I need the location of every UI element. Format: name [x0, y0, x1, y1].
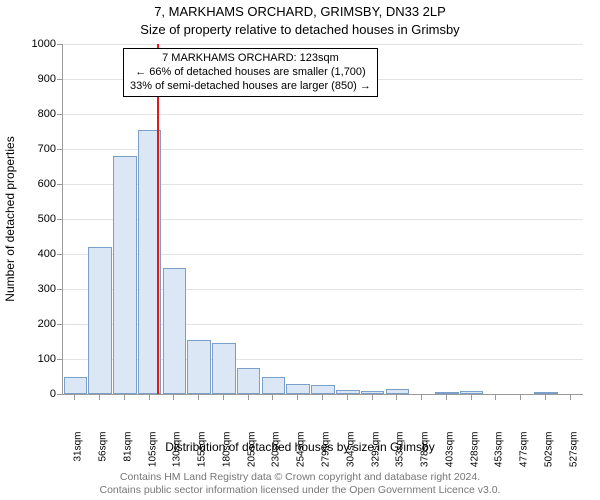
x-tick-mark — [223, 395, 224, 400]
x-tick-mark — [570, 395, 571, 400]
x-tick-mark — [173, 395, 174, 400]
x-tick-mark — [272, 395, 273, 400]
y-tick-label: 300 — [0, 283, 56, 295]
bar — [460, 391, 484, 394]
gridline — [63, 44, 583, 45]
bar — [336, 390, 360, 394]
bar — [237, 368, 261, 394]
x-tick-mark — [99, 395, 100, 400]
x-tick-mark — [495, 395, 496, 400]
y-tick-label: 1000 — [0, 38, 56, 50]
y-tick-label: 200 — [0, 318, 56, 330]
bar — [64, 377, 88, 395]
y-tick-label: 700 — [0, 143, 56, 155]
annotation-box: 7 MARKHAMS ORCHARD: 123sqm ← 66% of deta… — [123, 48, 378, 97]
x-tick-mark — [198, 395, 199, 400]
footer: Contains HM Land Registry data © Crown c… — [0, 471, 600, 498]
chart-container: 7, MARKHAMS ORCHARD, GRIMSBY, DN33 2LP S… — [0, 0, 600, 500]
plot-area: 7 MARKHAMS ORCHARD: 123sqm ← 66% of deta… — [62, 44, 583, 395]
bar — [534, 392, 558, 394]
x-tick-mark — [446, 395, 447, 400]
annotation-line: 33% of semi-detached houses are larger (… — [130, 80, 371, 94]
y-tick-label: 0 — [0, 388, 56, 400]
x-tick-mark — [248, 395, 249, 400]
x-tick-mark — [520, 395, 521, 400]
bar — [386, 389, 410, 394]
y-tick-label: 400 — [0, 248, 56, 260]
x-tick-mark — [124, 395, 125, 400]
x-tick-mark — [471, 395, 472, 400]
x-tick-mark — [545, 395, 546, 400]
footer-line: Contains public sector information licen… — [0, 484, 600, 498]
bar — [311, 385, 335, 394]
y-tick-label: 600 — [0, 178, 56, 190]
y-tick-label: 800 — [0, 108, 56, 120]
bar — [187, 340, 211, 394]
bar — [262, 377, 286, 395]
bar — [286, 384, 310, 395]
bar — [88, 247, 112, 394]
y-tick-label: 900 — [0, 73, 56, 85]
bar — [361, 391, 385, 395]
gridline — [63, 114, 583, 115]
annotation-line: ← 66% of detached houses are smaller (1,… — [130, 66, 371, 80]
x-tick-mark — [149, 395, 150, 400]
x-tick-mark — [396, 395, 397, 400]
x-tick-mark — [297, 395, 298, 400]
x-axis-label: Distribution of detached houses by size … — [0, 440, 600, 454]
footer-line: Contains HM Land Registry data © Crown c… — [0, 471, 600, 485]
x-tick-mark — [322, 395, 323, 400]
x-tick-mark — [421, 395, 422, 400]
page-subtitle: Size of property relative to detached ho… — [0, 22, 600, 37]
bar — [435, 392, 459, 394]
x-tick-mark — [372, 395, 373, 400]
bar — [163, 268, 187, 394]
y-tick-label: 100 — [0, 353, 56, 365]
x-tick-mark — [74, 395, 75, 400]
bar — [212, 343, 236, 394]
page-title: 7, MARKHAMS ORCHARD, GRIMSBY, DN33 2LP — [0, 4, 600, 19]
annotation-line: 7 MARKHAMS ORCHARD: 123sqm — [130, 52, 371, 66]
x-tick-mark — [347, 395, 348, 400]
y-tick-label: 500 — [0, 213, 56, 225]
bar — [113, 156, 137, 394]
